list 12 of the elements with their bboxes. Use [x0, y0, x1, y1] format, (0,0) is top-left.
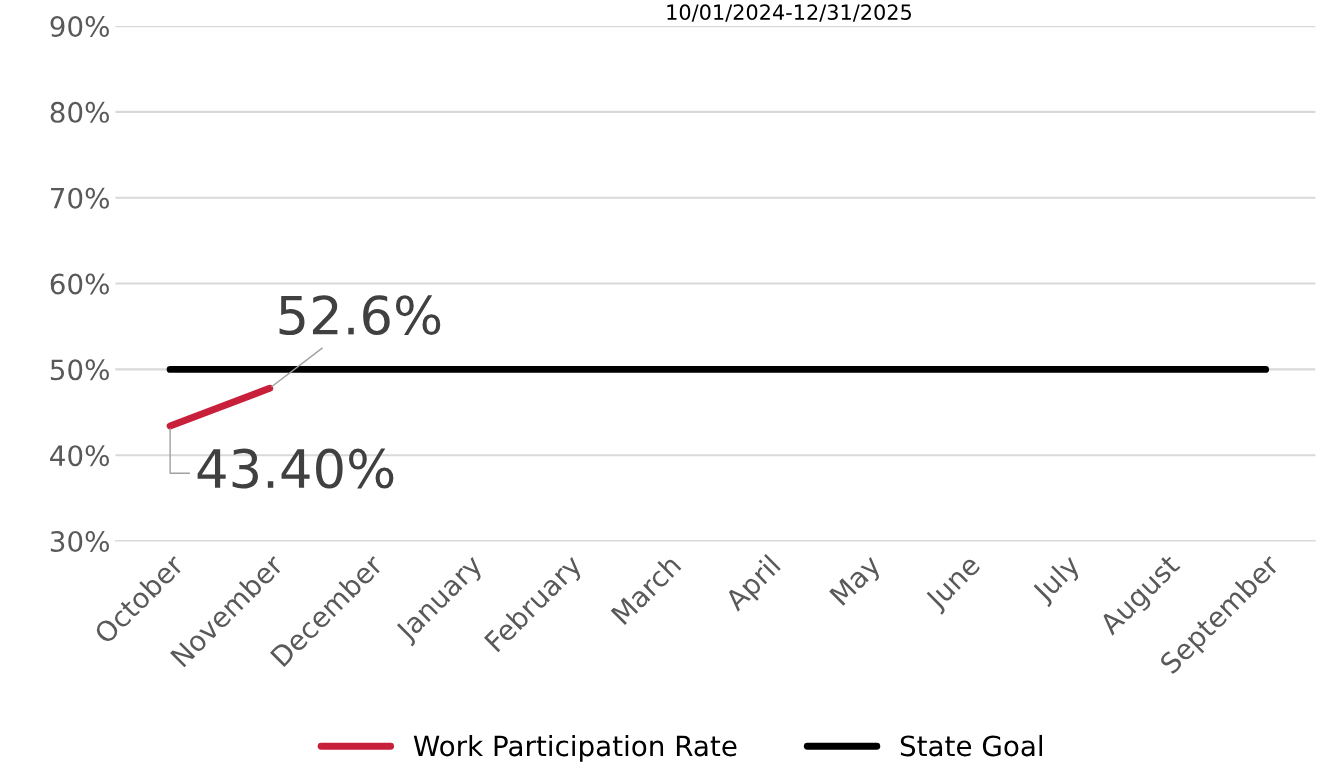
legend-label: State Goal: [900, 734, 1043, 757]
legend-label: Work Participation Rate: [413, 734, 737, 762]
y-tick-label: 80%: [50, 101, 109, 123]
y-tick-label: 60%: [50, 273, 109, 295]
y-tick-label: 90%: [50, 16, 109, 38]
data-label: 43.40%: [197, 448, 394, 489]
annotation: 52.6%: [279, 295, 441, 336]
y-tick-label: 30%: [50, 530, 109, 552]
y-tick-label: 40%: [50, 445, 109, 467]
y-tick-label: 50%: [50, 359, 109, 381]
chart-title: 10/01/2024-12/31/2025: [667, 4, 911, 22]
y-tick-label: 70%: [51, 187, 109, 209]
